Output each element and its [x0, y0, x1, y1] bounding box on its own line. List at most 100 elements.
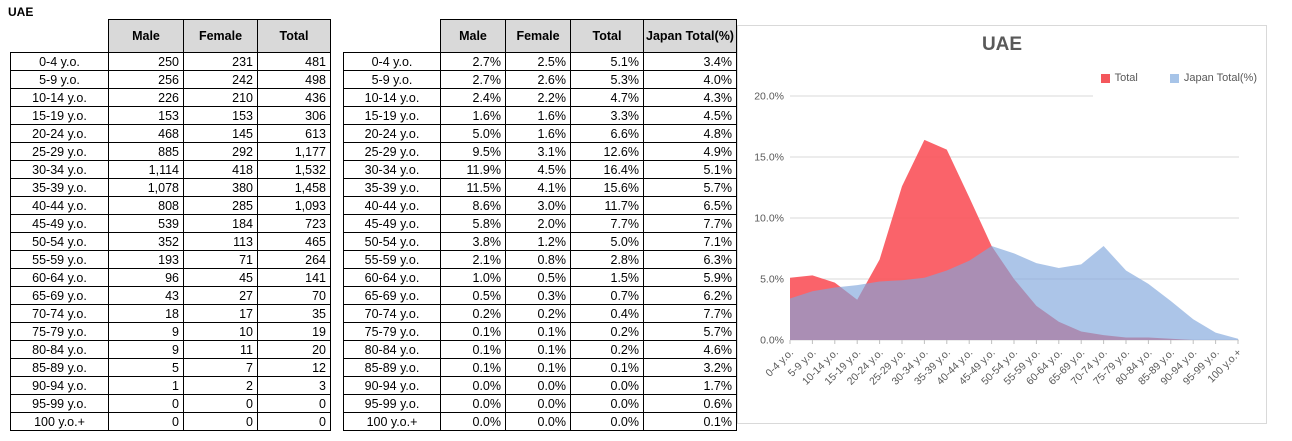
value-cell[interactable]: 0.0% — [440, 376, 506, 395]
value-cell[interactable]: 352 — [108, 232, 184, 251]
value-cell[interactable]: 1,532 — [257, 160, 331, 179]
value-cell[interactable]: 1.6% — [505, 124, 571, 143]
value-cell[interactable]: 0 — [108, 394, 184, 413]
value-cell[interactable]: 43 — [108, 286, 184, 305]
row-label-cell[interactable]: 85-89 y.o. — [10, 358, 109, 377]
uae-chart[interactable]: UAE Total Japan Total(%) 0.0% 5.0% 10.0% 15.… — [737, 25, 1267, 424]
value-cell[interactable]: 70 — [257, 286, 331, 305]
value-cell[interactable]: 1.2% — [505, 232, 571, 251]
value-cell[interactable]: 184 — [183, 214, 258, 233]
value-cell[interactable]: 2.6% — [505, 70, 571, 89]
value-cell[interactable]: 3.8% — [440, 232, 506, 251]
value-cell[interactable]: 5 — [108, 358, 184, 377]
value-cell[interactable]: 4.7% — [570, 88, 644, 107]
value-cell[interactable]: 0.1% — [505, 358, 571, 377]
value-cell[interactable]: 0.3% — [505, 286, 571, 305]
value-cell[interactable]: 6.5% — [643, 196, 737, 215]
row-label-cell[interactable]: 70-74 y.o. — [343, 304, 441, 323]
value-cell[interactable]: 11.7% — [570, 196, 644, 215]
column-header[interactable]: Male — [108, 19, 184, 53]
value-cell[interactable]: 539 — [108, 214, 184, 233]
column-header[interactable]: Female — [505, 19, 571, 53]
value-cell[interactable]: 7.7% — [643, 304, 737, 323]
value-cell[interactable]: 2.2% — [505, 88, 571, 107]
row-label-cell[interactable]: 65-69 y.o. — [10, 286, 109, 305]
value-cell[interactable]: 0.2% — [570, 340, 644, 359]
value-cell[interactable]: 0.5% — [505, 268, 571, 287]
value-cell[interactable]: 1.5% — [570, 268, 644, 287]
value-cell[interactable]: 17 — [183, 304, 258, 323]
value-cell[interactable]: 5.8% — [440, 214, 506, 233]
row-label-cell[interactable]: 90-94 y.o. — [343, 376, 441, 395]
value-cell[interactable]: 418 — [183, 160, 258, 179]
value-cell[interactable]: 0.0% — [505, 376, 571, 395]
value-cell[interactable]: 0.1% — [643, 412, 737, 431]
value-cell[interactable]: 5.0% — [570, 232, 644, 251]
value-cell[interactable]: 7 — [183, 358, 258, 377]
value-cell[interactable]: 0.0% — [440, 412, 506, 431]
value-cell[interactable]: 885 — [108, 142, 184, 161]
value-cell[interactable]: 0 — [183, 394, 258, 413]
value-cell[interactable]: 5.1% — [570, 52, 644, 71]
value-cell[interactable]: 2.7% — [440, 52, 506, 71]
value-cell[interactable]: 5.7% — [643, 322, 737, 341]
value-cell[interactable]: 9 — [108, 340, 184, 359]
value-cell[interactable]: 0.2% — [570, 322, 644, 341]
value-cell[interactable]: 613 — [257, 124, 331, 143]
row-label-cell[interactable]: 55-59 y.o. — [10, 250, 109, 269]
row-label-cell[interactable]: 20-24 y.o. — [343, 124, 441, 143]
value-cell[interactable]: 0.0% — [505, 394, 571, 413]
value-cell[interactable]: 226 — [108, 88, 184, 107]
value-cell[interactable]: 3.1% — [505, 142, 571, 161]
value-cell[interactable]: 0.1% — [505, 340, 571, 359]
value-cell[interactable]: 498 — [257, 70, 331, 89]
value-cell[interactable]: 19 — [257, 322, 331, 341]
row-label-cell[interactable]: 45-49 y.o. — [10, 214, 109, 233]
value-cell[interactable]: 3.3% — [570, 106, 644, 125]
row-label-cell[interactable]: 65-69 y.o. — [343, 286, 441, 305]
value-cell[interactable]: 264 — [257, 250, 331, 269]
row-label-cell[interactable]: 75-79 y.o. — [343, 322, 441, 341]
value-cell[interactable]: 6.6% — [570, 124, 644, 143]
value-cell[interactable]: 12.6% — [570, 142, 644, 161]
value-cell[interactable]: 96 — [108, 268, 184, 287]
row-label-cell[interactable]: 35-39 y.o. — [343, 178, 441, 197]
value-cell[interactable]: 0.1% — [440, 358, 506, 377]
value-cell[interactable]: 2.7% — [440, 70, 506, 89]
row-label-cell[interactable]: 45-49 y.o. — [343, 214, 441, 233]
value-cell[interactable]: 210 — [183, 88, 258, 107]
value-cell[interactable]: 12 — [257, 358, 331, 377]
value-cell[interactable]: 285 — [183, 196, 258, 215]
value-cell[interactable]: 292 — [183, 142, 258, 161]
value-cell[interactable]: 2.0% — [505, 214, 571, 233]
value-cell[interactable]: 2.5% — [505, 52, 571, 71]
value-cell[interactable]: 231 — [183, 52, 258, 71]
value-cell[interactable]: 0.4% — [570, 304, 644, 323]
value-cell[interactable]: 4.5% — [643, 106, 737, 125]
value-cell[interactable]: 0 — [257, 412, 331, 431]
row-label-cell[interactable]: 60-64 y.o. — [343, 268, 441, 287]
row-label-cell[interactable]: 55-59 y.o. — [343, 250, 441, 269]
row-label-cell[interactable]: 40-44 y.o. — [343, 196, 441, 215]
value-cell[interactable]: 2.8% — [570, 250, 644, 269]
value-cell[interactable]: 3.4% — [643, 52, 737, 71]
value-cell[interactable]: 1 — [108, 376, 184, 395]
column-header[interactable]: Female — [183, 19, 258, 53]
value-cell[interactable]: 380 — [183, 178, 258, 197]
row-label-cell[interactable]: 30-34 y.o. — [10, 160, 109, 179]
row-label-cell[interactable]: 85-89 y.o. — [343, 358, 441, 377]
value-cell[interactable]: 0.8% — [505, 250, 571, 269]
value-cell[interactable]: 6.3% — [643, 250, 737, 269]
value-cell[interactable]: 4.8% — [643, 124, 737, 143]
value-cell[interactable]: 11 — [183, 340, 258, 359]
value-cell[interactable]: 436 — [257, 88, 331, 107]
value-cell[interactable]: 1,458 — [257, 178, 331, 197]
value-cell[interactable]: 4.9% — [643, 142, 737, 161]
value-cell[interactable]: 256 — [108, 70, 184, 89]
column-header[interactable]: Total — [257, 19, 331, 53]
row-label-cell[interactable]: 25-29 y.o. — [10, 142, 109, 161]
row-label-cell[interactable]: 95-99 y.o. — [343, 394, 441, 413]
row-label-cell[interactable]: 15-19 y.o. — [10, 106, 109, 125]
column-header[interactable]: Male — [440, 19, 506, 53]
value-cell[interactable]: 2.1% — [440, 250, 506, 269]
